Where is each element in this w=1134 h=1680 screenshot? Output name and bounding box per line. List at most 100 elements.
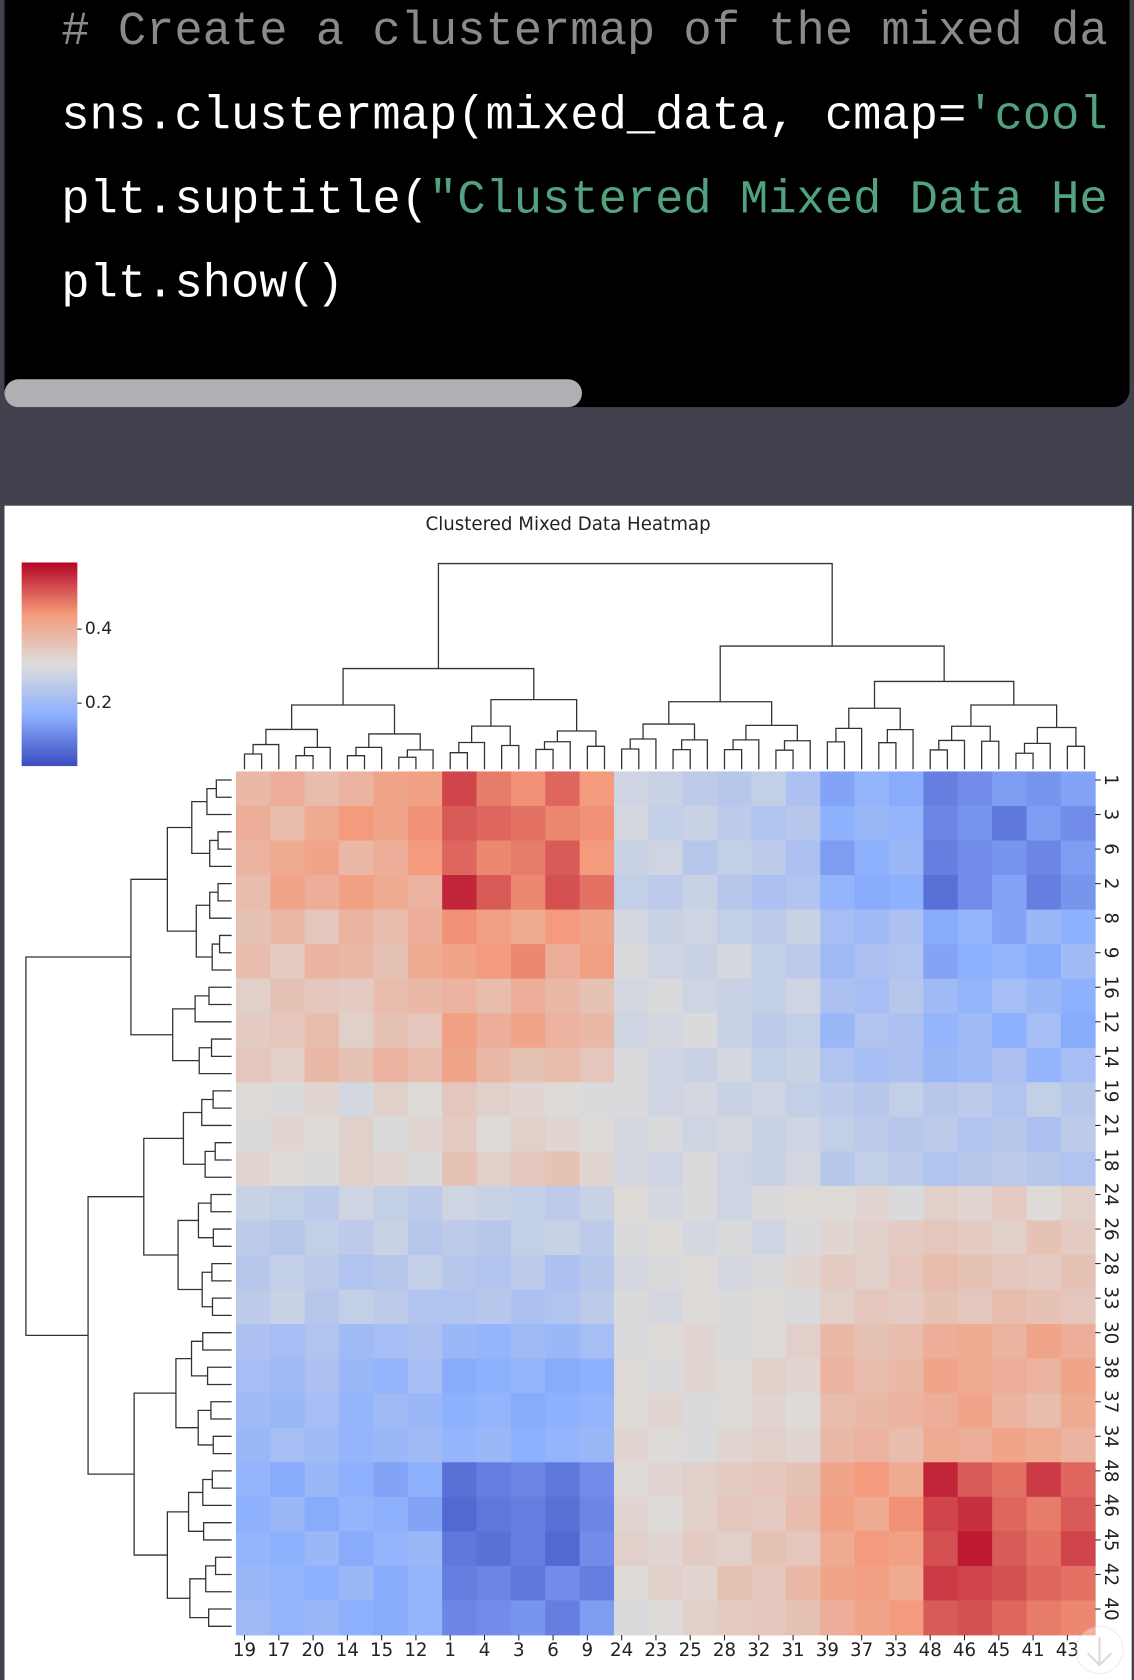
heatmap-cell [476,1324,512,1360]
heatmap-cell [407,1220,443,1256]
heatmap-cell [407,944,443,980]
y-tick-label: 30 [1100,1321,1121,1344]
heatmap-cell [888,1393,924,1429]
heatmap-cell [751,1185,787,1221]
heatmap-cell [751,1358,787,1394]
heatmap-cell [442,1220,477,1256]
x-tick-label: 4 [479,1640,491,1661]
heatmap-cell [1060,1427,1096,1463]
heatmap-cell [923,1531,959,1567]
heatmap-cell [304,944,340,980]
dendrogram-link [826,741,846,770]
heatmap-cell [579,840,615,876]
heatmap-cell [854,1496,890,1532]
heatmap-cell [1060,1185,1096,1221]
heatmap-cell [717,805,752,841]
heatmap-cell [304,1255,340,1290]
heatmap-cell [717,1496,752,1532]
heatmap-cell [992,1289,1027,1325]
heatmap-cell [614,1116,649,1152]
heatmap-cell [476,1047,512,1083]
heatmap-cell [614,875,649,911]
heatmap-cell [648,805,684,841]
heatmap-cell [888,1255,924,1290]
heatmap-cell [476,1151,512,1187]
heatmap-cell [407,978,443,1014]
heatmap-cell [545,1185,581,1221]
heatmap-cell [304,1462,340,1498]
heatmap-cell [235,909,271,945]
heatmap-cell [579,1082,615,1118]
heatmap-cell [820,1531,856,1567]
heatmap-cell [957,1427,993,1463]
heatmap-cell [820,1600,856,1636]
heatmap-cell [751,1220,787,1256]
heatmap-cell [614,1324,649,1360]
heatmap-cell [407,771,443,807]
heatmap-cell [304,1185,340,1221]
heatmap-cell [476,909,512,945]
heatmap-cell [1060,1255,1096,1290]
heatmap-cell [957,944,993,980]
heatmap-cell [1026,1151,1062,1187]
heatmap-cell [579,1531,615,1567]
heatmap-cell [407,1358,443,1394]
heatmap-cell [545,944,581,980]
heatmap-cell [682,1565,718,1601]
heatmap-cell [407,1289,443,1325]
heatmap-cell [1060,840,1096,876]
heatmap-cell [992,1462,1027,1498]
x-tick-label: 33 [884,1640,907,1661]
heatmap-cell [854,840,890,876]
heatmap-cell [1060,1013,1096,1049]
heatmap-cell [442,1496,477,1532]
heatmap-cell [992,1047,1027,1083]
x-tick-label: 46 [953,1640,976,1661]
heatmap-cell [820,1565,856,1601]
heatmap-cell [373,1151,409,1187]
heatmap-cell [820,1462,856,1498]
heatmap-cell [407,1393,443,1429]
x-tick-label: 41 [1021,1640,1044,1661]
heatmap-cell [407,1116,443,1152]
scrollbar[interactable] [4,379,583,408]
heatmap-cell [888,1116,924,1152]
x-tick-label: 14 [336,1640,359,1661]
heatmap-cell [373,978,409,1014]
dendrogram-link [783,740,811,770]
heatmap-cell [888,805,924,841]
heatmap-cell [235,840,271,876]
heatmap-cell [992,1496,1027,1532]
dendrogram-link [621,748,640,770]
y-tick-label: 24 [1100,1183,1121,1206]
heatmap-cell [648,1600,684,1636]
heatmap-cell [717,1600,752,1636]
heatmap-cell [614,1565,649,1601]
heatmap-cell [785,1496,821,1532]
heatmap-cell [304,1393,340,1429]
heatmap-cell [820,1427,856,1463]
heatmap-cell [957,1531,993,1567]
heatmap-cell [785,944,821,980]
heatmap-cell [682,1255,718,1290]
heatmap-cell [235,1013,271,1049]
heatmap-cell [957,1255,993,1290]
heatmap-cell [304,1082,340,1118]
heatmap-cell [992,1324,1027,1360]
heatmap-cell [407,909,443,945]
heatmap-cell [992,805,1027,841]
heatmap-cell [888,875,924,911]
code-line: plt.suptitle("Clustered Mixed Data He [61,175,1107,228]
heatmap-cell [785,1255,821,1290]
heatmap-cell [442,1116,477,1152]
heatmap-cell [854,805,890,841]
heatmap-cell [1060,1600,1096,1636]
heatmap-cell [339,1358,374,1394]
axes: 0.20.419 17 20 14 15 12 1 4 3 6 9 24 23 25 28 32 31 39 37 3… [77,619,1121,1661]
heatmap-cell [304,840,340,876]
heatmap-cell [545,1565,581,1601]
scroll-down-button[interactable] [1075,1625,1124,1675]
heatmap-cell [648,1462,684,1498]
x-tick-label: 32 [747,1640,770,1661]
heatmap-cell [339,805,374,841]
